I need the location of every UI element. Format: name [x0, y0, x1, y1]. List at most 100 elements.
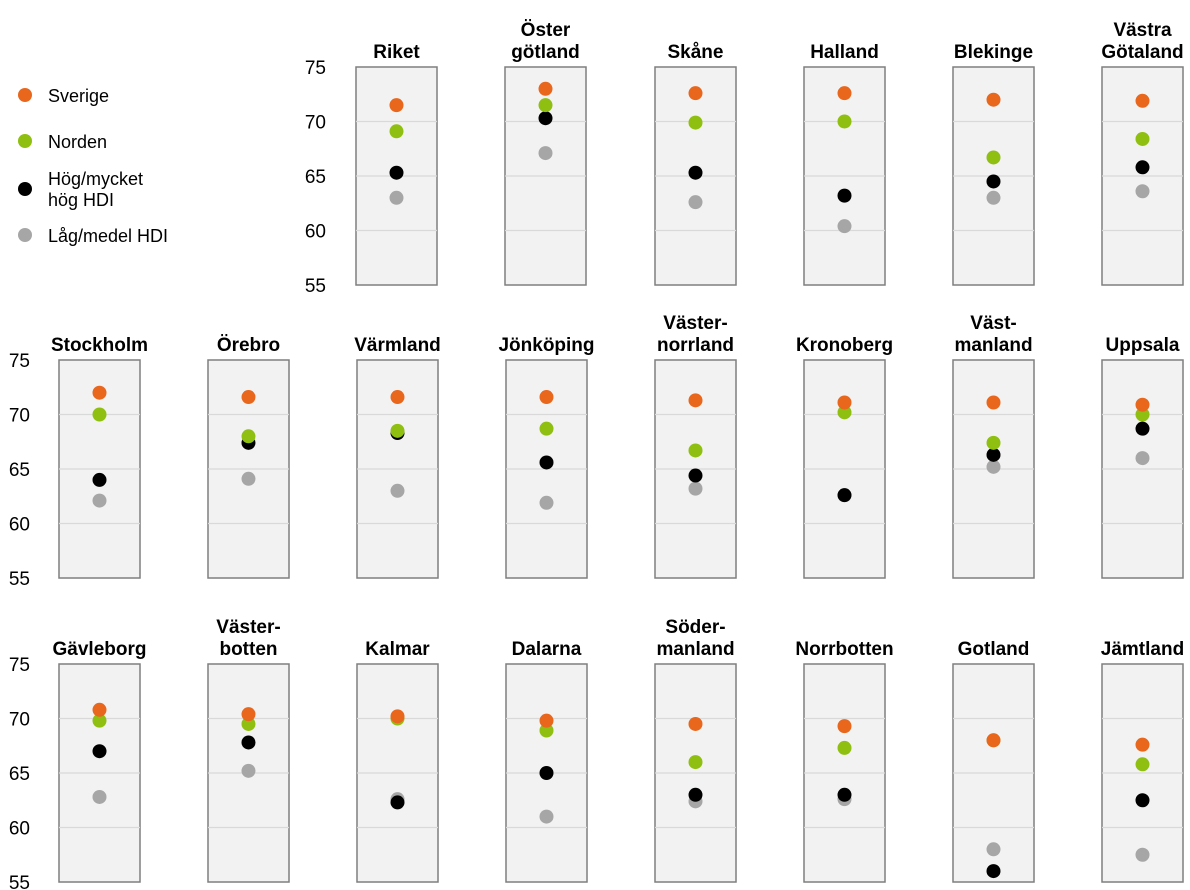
- panel-title: Götaland: [1101, 42, 1183, 63]
- data-point: [92, 493, 107, 508]
- panel-title: Gotland: [958, 639, 1030, 660]
- panel-title: Väster-: [216, 617, 280, 638]
- data-point: [241, 471, 256, 486]
- legend-label: hög HDI: [48, 190, 114, 210]
- data-point: [1135, 397, 1150, 412]
- data-point: [688, 393, 703, 408]
- panel-title: manland: [656, 639, 734, 660]
- panel: Kronoberg: [796, 335, 893, 579]
- data-point: [1135, 160, 1150, 175]
- y-tick-label: 60: [9, 515, 30, 536]
- data-point: [390, 709, 405, 724]
- data-point: [688, 716, 703, 731]
- data-point: [688, 468, 703, 483]
- data-point: [688, 443, 703, 458]
- y-tick-label: 70: [9, 710, 30, 731]
- panel-title: Jämtland: [1101, 639, 1184, 660]
- data-point: [1135, 407, 1150, 422]
- data-point: [986, 174, 1001, 189]
- data-point: [1135, 793, 1150, 808]
- panel: Riket: [355, 42, 438, 286]
- panel-title: norrland: [657, 335, 734, 356]
- panel: Norrbotten: [795, 639, 894, 883]
- legend-label: Sverige: [48, 86, 109, 106]
- data-point: [1135, 184, 1150, 199]
- data-point: [241, 429, 256, 444]
- data-point: [688, 195, 703, 210]
- panel: Kalmar: [356, 639, 439, 883]
- panel-title: Västra: [1113, 20, 1172, 41]
- data-point: [539, 809, 554, 824]
- y-tick-label: 55: [9, 569, 30, 590]
- data-point: [986, 447, 1001, 462]
- panel-title: Örebro: [217, 335, 280, 356]
- legend-label: Låg/medel HDI: [48, 226, 168, 246]
- data-point: [837, 188, 852, 203]
- data-point: [539, 495, 554, 510]
- panel-title: Jönköping: [498, 335, 594, 356]
- panel-title: Dalarna: [512, 639, 582, 660]
- y-tick-label: 65: [9, 764, 30, 785]
- data-point: [837, 395, 852, 410]
- y-tick-label: 55: [305, 276, 326, 297]
- data-point: [241, 390, 256, 405]
- data-point: [241, 707, 256, 722]
- data-point: [92, 789, 107, 804]
- panel: Stockholm: [51, 335, 148, 579]
- panel: Söder-manland: [654, 617, 737, 883]
- data-point: [986, 733, 1001, 748]
- panel-title: manland: [954, 335, 1032, 356]
- data-point: [1135, 737, 1150, 752]
- data-point: [538, 98, 553, 113]
- data-point: [986, 150, 1001, 165]
- panel-title: Gävleborg: [53, 639, 147, 660]
- panel-title: Uppsala: [1106, 335, 1180, 356]
- data-point: [986, 92, 1001, 107]
- data-point: [92, 407, 107, 422]
- panel-title: Stockholm: [51, 335, 148, 356]
- data-point: [688, 165, 703, 180]
- panel-title: Kalmar: [365, 639, 430, 660]
- data-point: [837, 488, 852, 503]
- data-point: [539, 713, 554, 728]
- y-tick-label: 55: [9, 873, 30, 890]
- panel-title: Kronoberg: [796, 335, 893, 356]
- data-point: [986, 190, 1001, 205]
- y-tick-label: 65: [9, 460, 30, 481]
- data-point: [390, 795, 405, 810]
- data-point: [539, 421, 554, 436]
- panel: Väst-manland: [952, 313, 1035, 579]
- y-tick-label: 65: [305, 167, 326, 188]
- panel: Uppsala: [1101, 335, 1184, 579]
- data-point: [389, 98, 404, 113]
- panel-title: Värmland: [354, 335, 441, 356]
- legend-label: Norden: [48, 132, 107, 152]
- data-point: [538, 111, 553, 126]
- data-point: [688, 481, 703, 496]
- data-point: [92, 713, 107, 728]
- data-point: [688, 115, 703, 130]
- panel-title: Norrbotten: [795, 639, 893, 660]
- data-point: [241, 735, 256, 750]
- data-point: [389, 124, 404, 139]
- data-point: [241, 763, 256, 778]
- data-point: [1135, 421, 1150, 436]
- data-point: [1135, 757, 1150, 772]
- panel: Gävleborg: [53, 639, 147, 883]
- data-point: [92, 744, 107, 759]
- data-point: [1135, 93, 1150, 108]
- data-point: [92, 472, 107, 487]
- panel-title: Söder-: [665, 617, 725, 638]
- data-point: [837, 114, 852, 129]
- data-point: [539, 455, 554, 470]
- panel: Jämtland: [1101, 639, 1184, 883]
- data-point: [837, 740, 852, 755]
- data-point: [1135, 451, 1150, 466]
- panel-title: Öster: [521, 20, 571, 41]
- y-tick-label: 60: [9, 819, 30, 840]
- panel-title: Halland: [810, 42, 879, 63]
- data-point: [539, 766, 554, 780]
